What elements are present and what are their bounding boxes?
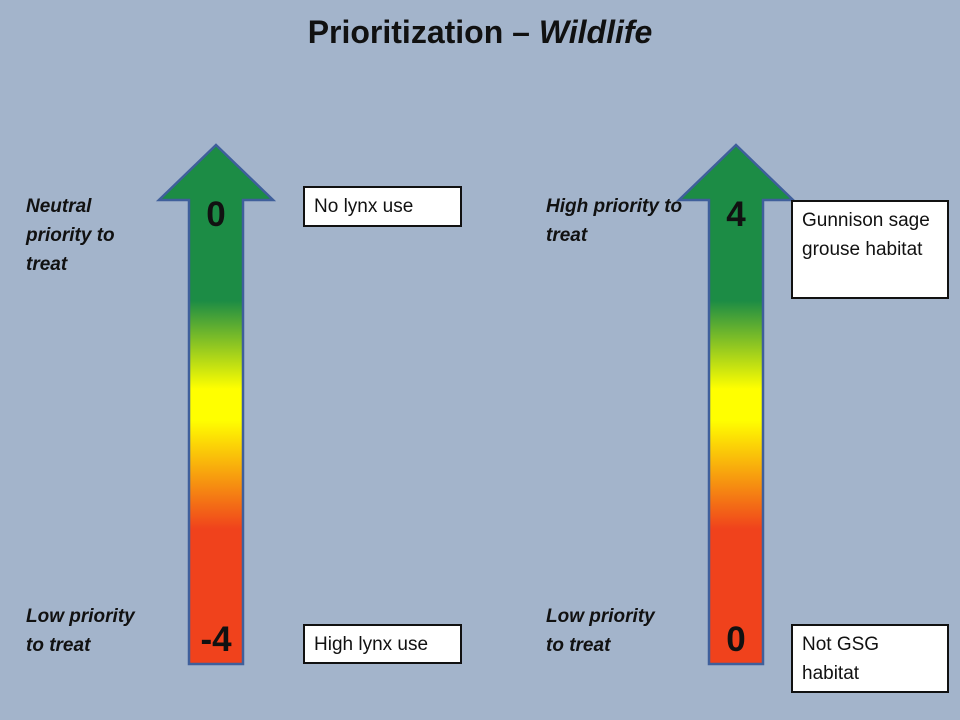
left-bottom-label: Low priority to treat bbox=[26, 606, 135, 656]
title-italic: Wildlife bbox=[538, 14, 653, 50]
right-top-label: High priority to treat bbox=[546, 196, 683, 246]
left-bottom-value: -4 bbox=[200, 620, 232, 659]
page-title: Prioritization – Wildlife bbox=[0, 14, 960, 51]
left-priority-arrow bbox=[155, 143, 277, 666]
left-bottom-box: High lynx use bbox=[303, 624, 462, 664]
right-top-value: 4 bbox=[726, 195, 746, 234]
right-bottom-box: Not GSG habitat bbox=[791, 624, 949, 693]
left-top-value: 0 bbox=[206, 195, 226, 234]
right-priority-arrow bbox=[675, 143, 797, 666]
left-top-label: Neutral priority to treat bbox=[26, 196, 115, 275]
title-main: Prioritization – bbox=[307, 14, 530, 50]
right-top-box: Gunnison sage grouse habitat bbox=[791, 200, 949, 299]
left-top-box: No lynx use bbox=[303, 186, 462, 227]
right-bottom-label: Low priority to treat bbox=[546, 606, 655, 656]
right-bottom-value: 0 bbox=[726, 620, 746, 659]
